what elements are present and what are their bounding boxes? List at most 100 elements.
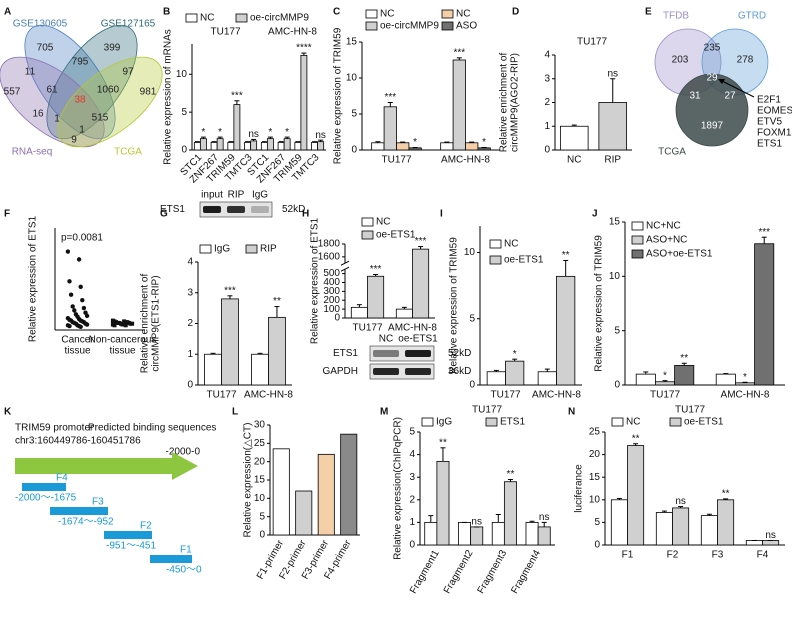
significance-label: *	[482, 137, 486, 148]
x-tick-label: TU177	[352, 323, 382, 334]
bar	[635, 373, 656, 386]
x-tick-label: AMC-HN-8	[441, 155, 490, 166]
bar	[745, 540, 763, 546]
panel-letter: B	[163, 7, 170, 18]
promoter-location: chr3:160449786-160451786	[15, 436, 141, 447]
significance-label: **	[632, 433, 640, 444]
legend-swatch	[185, 13, 198, 23]
legend-swatch	[631, 235, 644, 245]
significance-label: ns	[471, 517, 482, 528]
y-tick-label: 1	[187, 349, 193, 360]
significance-label: *	[413, 137, 417, 148]
venn-count: 203	[672, 55, 689, 66]
bar	[383, 106, 397, 151]
data-point	[78, 284, 83, 290]
promoter-range: -2000-0	[166, 447, 201, 458]
venn-set	[57, 56, 163, 148]
venn-count: 795	[72, 57, 89, 68]
y-tick-label: 15	[254, 475, 266, 486]
bar	[396, 142, 410, 151]
x-tick-label: Fragment4	[509, 548, 543, 596]
bar	[317, 141, 325, 151]
bar	[672, 507, 690, 546]
panel-letter: D	[512, 7, 519, 18]
y-axis-title: Relative enrichment of	[499, 53, 510, 153]
promoter-title: TRIM59 promoter	[15, 423, 94, 434]
promoter-subtitle: Predicted binding sequences	[88, 423, 216, 434]
venn-count: 1	[54, 114, 60, 125]
y-axis-title: Relative expression(△CT)	[243, 423, 254, 538]
y-axis-title: Relative expression(ChIPqPCR)	[393, 417, 404, 560]
legend-label: oe-circMMP9	[250, 13, 309, 24]
data-point	[70, 304, 75, 309]
y-tick-label: 1600	[318, 251, 341, 262]
blot-band	[251, 206, 269, 213]
y-tick-label: 20	[589, 449, 601, 460]
venn-count: 1897	[701, 121, 724, 132]
venn-set-label: RNA-seq	[12, 147, 53, 158]
axis-break	[340, 266, 350, 272]
venn-count: 1	[79, 125, 85, 136]
bar	[244, 142, 252, 151]
gene-label: ETV5	[757, 117, 782, 128]
lane-label: RIP	[228, 190, 245, 201]
legend-label: RIP	[260, 244, 277, 255]
y-axis-title: Relative expression of mRNAs	[163, 29, 174, 165]
bar	[754, 243, 775, 386]
legend-swatch	[489, 255, 502, 265]
x-tick-label: F4	[757, 550, 769, 561]
significance-label: **	[273, 296, 281, 307]
promoter-arrow	[15, 452, 198, 480]
y-tick-label: 10	[346, 73, 358, 84]
blot-background	[369, 363, 435, 380]
blot-size-label: 52kD	[448, 348, 471, 359]
bar	[268, 316, 286, 386]
y-axis-title: Relative expression of TRIM59	[449, 237, 460, 374]
blot-band	[405, 350, 431, 357]
legend-label: oe-ETS1	[504, 255, 544, 266]
blot-band	[373, 368, 399, 375]
x-tick-label: tissue	[109, 346, 136, 357]
x-tick-label: RIP	[604, 155, 621, 166]
significance-label: ***	[224, 285, 236, 296]
legend-label: IgG	[436, 417, 452, 428]
legend-swatch	[441, 9, 454, 19]
bar	[627, 445, 645, 546]
y-tick-label: 25	[589, 427, 601, 438]
pointer-arrow	[719, 79, 755, 98]
significance-label: *	[285, 127, 289, 138]
bar	[556, 275, 576, 386]
blot-size-label: 52kD	[282, 204, 305, 215]
data-point	[67, 279, 72, 284]
significance-label: ***	[758, 227, 770, 238]
y-tick-label: 4	[544, 50, 550, 61]
blot-band	[203, 206, 221, 213]
bar	[395, 308, 413, 319]
y-tick-label: 25	[254, 438, 266, 449]
significance-label: ***	[370, 264, 382, 275]
arrow-head	[718, 79, 725, 84]
bar	[717, 499, 735, 546]
significance-label: ns	[315, 130, 326, 141]
venn-count: 16	[32, 109, 44, 120]
blot-band	[373, 350, 399, 357]
significance-label: ns	[248, 129, 259, 140]
bar	[465, 142, 479, 151]
fragment-range: -2000～-1675	[15, 493, 77, 504]
legend-swatch	[485, 417, 498, 427]
venn-count: 11	[25, 67, 36, 78]
y-tick-label: 0	[544, 145, 550, 156]
bar	[452, 59, 466, 151]
bar	[283, 138, 291, 151]
y-tick-label: 10	[464, 247, 476, 258]
legend-label: NC	[200, 13, 214, 24]
bar	[674, 365, 695, 386]
y-tick-label: 2	[409, 494, 415, 505]
y-tick-label: 5	[469, 313, 475, 324]
venn-count: 9	[71, 135, 77, 146]
blot-band	[405, 368, 431, 375]
lane-label: oe-ETS1	[398, 334, 438, 345]
legend-label: NC	[456, 9, 470, 20]
y-tick-label: 5	[409, 427, 415, 438]
